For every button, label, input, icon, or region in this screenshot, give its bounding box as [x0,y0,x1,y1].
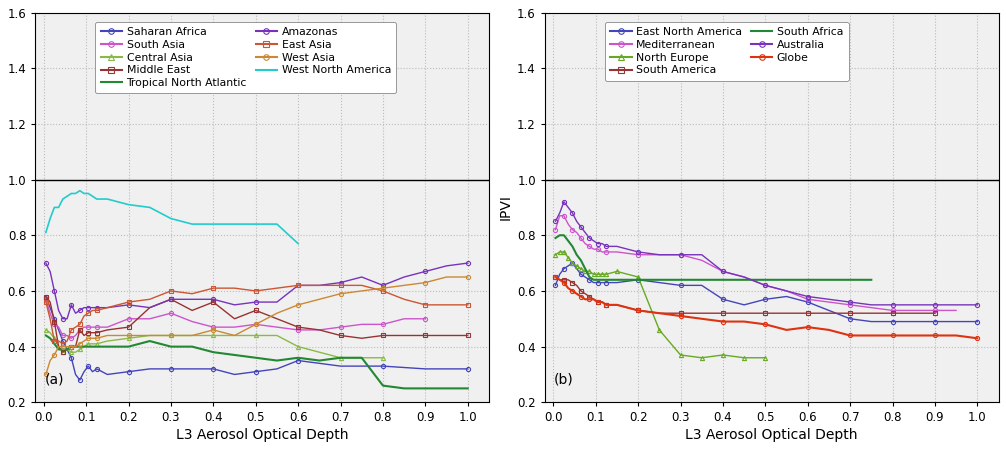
Text: (a): (a) [44,373,63,387]
Legend: Saharan Africa, South Asia, Central Asia, Middle East, Tropical North Atlantic, : Saharan Africa, South Asia, Central Asia… [96,22,396,94]
Legend: East North America, Mediterranean, North Europe, South America, South Africa, Au: East North America, Mediterranean, North… [605,22,849,81]
Text: (b): (b) [554,373,573,387]
X-axis label: L3 Aerosol Optical Depth: L3 Aerosol Optical Depth [685,428,858,442]
X-axis label: L3 Aerosol Optical Depth: L3 Aerosol Optical Depth [176,428,348,442]
Y-axis label: IPVI: IPVI [499,194,513,220]
